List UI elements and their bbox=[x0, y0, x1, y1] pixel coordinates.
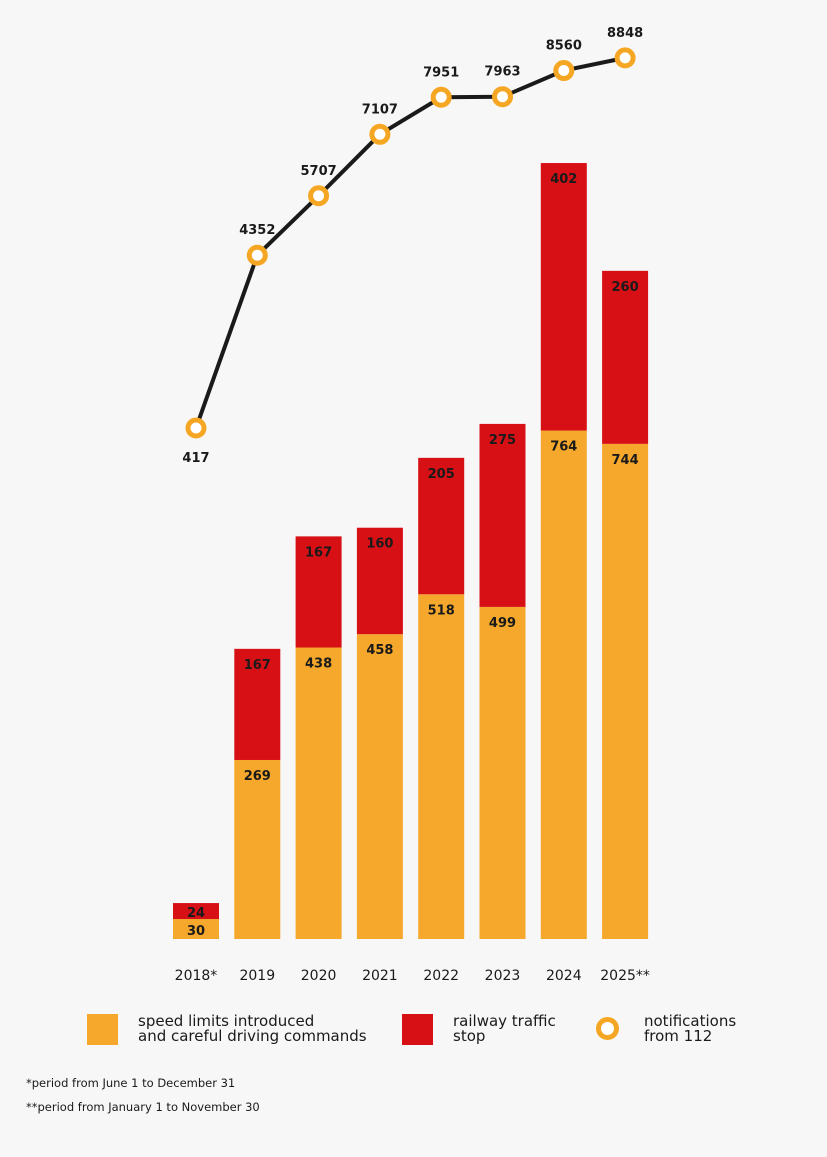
data-label-speed-limits: 269 bbox=[244, 769, 271, 784]
x-tick-label: 2025** bbox=[600, 968, 650, 984]
data-label-railway-stop: 402 bbox=[550, 172, 577, 187]
bar-speed-limits bbox=[295, 647, 342, 939]
data-label-railway-stop: 160 bbox=[366, 537, 393, 552]
data-label-railway-stop: 205 bbox=[428, 467, 455, 482]
line-marker-notifications bbox=[614, 47, 636, 69]
data-label-railway-stop: 260 bbox=[612, 280, 639, 295]
bar-speed-limits bbox=[602, 443, 649, 939]
legend: speed limits introduced and careful drivi… bbox=[0, 1014, 827, 1054]
data-label-speed-limits: 458 bbox=[366, 643, 393, 658]
data-label-notifications: 8560 bbox=[546, 39, 582, 54]
x-tick-label: 2022 bbox=[423, 968, 459, 984]
footnote-2018: *period from June 1 to December 31 bbox=[26, 1076, 236, 1090]
bar-railway-stop bbox=[418, 457, 465, 595]
data-label-notifications: 7107 bbox=[362, 102, 398, 117]
legend-label: railway traffic stop bbox=[453, 1012, 556, 1045]
data-label-notifications: 4352 bbox=[239, 223, 275, 238]
legend-item-speed-limits: speed limits introduced and careful drivi… bbox=[87, 1014, 398, 1045]
line-marker-notifications bbox=[185, 417, 207, 439]
bar-speed-limits bbox=[173, 919, 219, 939]
data-label-railway-stop: 167 bbox=[244, 658, 271, 673]
bar-speed-limits bbox=[234, 759, 281, 939]
data-label-speed-limits: 518 bbox=[428, 603, 455, 618]
data-label-notifications: 417 bbox=[182, 451, 209, 466]
bar-railway-stop bbox=[234, 648, 281, 760]
legend-label: speed limits introduced and careful drivi… bbox=[138, 1012, 367, 1045]
bar-railway-stop bbox=[540, 163, 587, 431]
data-label-notifications: 8848 bbox=[607, 26, 643, 41]
data-label-railway-stop: 167 bbox=[305, 545, 332, 560]
legend-item-railway-stop: railway traffic stop bbox=[402, 1014, 713, 1045]
stacked-bar-line-chart: 30 24 2018* 269 167 2019 438 167 2020 458 160 2021 5… bbox=[173, 26, 650, 984]
x-tick-label: 2019 bbox=[239, 968, 275, 984]
legend-swatch-red bbox=[402, 1014, 433, 1045]
x-tick-label: 2018* bbox=[175, 968, 218, 984]
footnote-2025: **period from January 1 to November 30 bbox=[26, 1100, 260, 1114]
line-notifications bbox=[194, 55, 626, 429]
legend-swatch-orange bbox=[87, 1014, 118, 1045]
data-label-speed-limits: 438 bbox=[305, 657, 332, 672]
bar-speed-limits bbox=[356, 634, 403, 939]
line-marker-notifications bbox=[430, 86, 452, 108]
bar-railway-stop bbox=[295, 536, 342, 648]
data-label-speed-limits: 764 bbox=[550, 440, 577, 455]
data-label-notifications: 7951 bbox=[423, 65, 459, 80]
bar-speed-limits bbox=[479, 606, 526, 939]
data-label-speed-limits: 499 bbox=[489, 616, 516, 631]
bar-railway-stop bbox=[602, 270, 649, 444]
data-label-notifications: 5707 bbox=[301, 164, 337, 179]
line-marker-notifications bbox=[246, 244, 268, 266]
data-label-speed-limits: 744 bbox=[612, 453, 639, 468]
legend-ring-marker-icon bbox=[596, 1017, 619, 1040]
line-marker-notifications bbox=[369, 123, 391, 145]
legend-label: notifications from 112 bbox=[644, 1012, 737, 1045]
x-tick-label: 2020 bbox=[301, 968, 337, 984]
bar-speed-limits bbox=[418, 594, 465, 939]
line-marker-notifications bbox=[308, 185, 330, 207]
x-tick-label: 2023 bbox=[485, 968, 521, 984]
data-label-railway-stop: 24 bbox=[187, 906, 205, 921]
line-marker-notifications bbox=[553, 60, 575, 82]
data-label-speed-limits: 30 bbox=[187, 924, 205, 939]
data-label-notifications: 7963 bbox=[484, 65, 520, 80]
x-tick-label: 2024 bbox=[546, 968, 582, 984]
x-tick-label: 2021 bbox=[362, 968, 398, 984]
bar-railway-stop bbox=[479, 423, 526, 607]
line-marker-notifications bbox=[492, 86, 513, 108]
bar-speed-limits bbox=[540, 430, 587, 939]
data-label-railway-stop: 275 bbox=[489, 433, 516, 448]
bar-railway-stop bbox=[356, 527, 403, 635]
legend-item-notifications: notifications from 112 bbox=[596, 1014, 827, 1044]
bar-railway-stop bbox=[173, 903, 219, 920]
